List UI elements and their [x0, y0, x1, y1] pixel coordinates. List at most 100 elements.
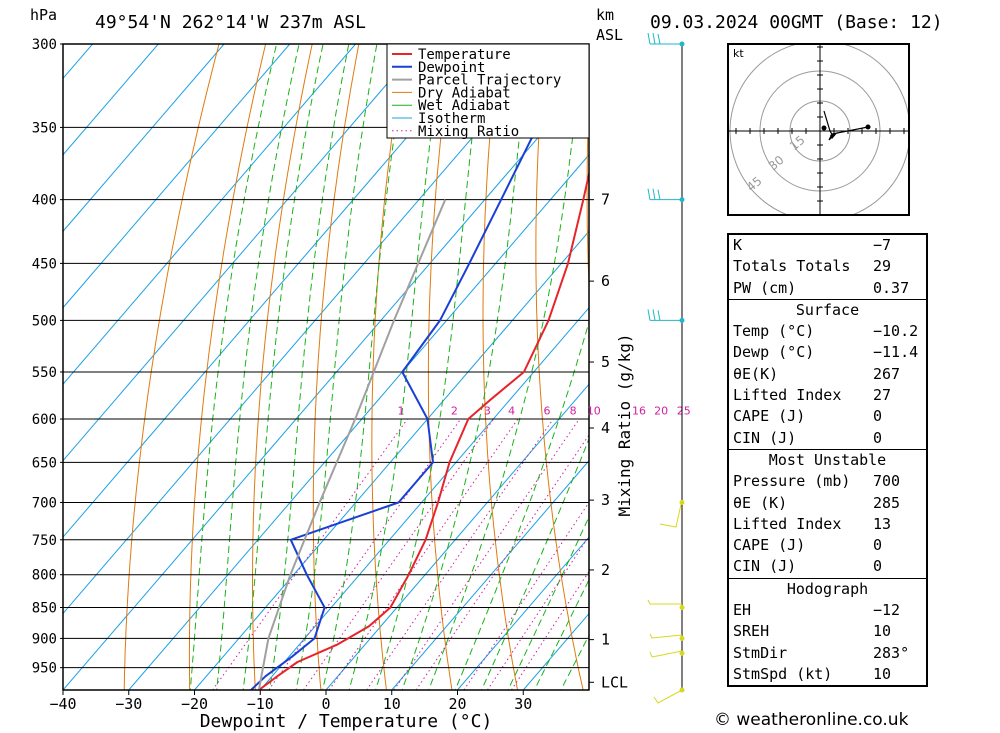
mu-cape-value: 0	[873, 536, 883, 555]
mixing-ratio-line	[486, 535, 589, 690]
hodograph-ring-label: 45	[744, 174, 765, 195]
height-unit-km: km	[596, 6, 614, 24]
mixing-ratio-value-label: 4	[508, 404, 515, 417]
dry-adiabat-line	[918, 44, 1000, 690]
dry-adiabat-line	[637, 44, 715, 690]
wet-adiabat-line	[454, 319, 589, 690]
sreh-label: SREH	[733, 622, 770, 641]
pressure-tick-label: 700	[32, 495, 57, 511]
mixing-ratio-value-label: 25	[677, 404, 691, 417]
pressure-tick-label: 800	[32, 568, 57, 584]
mixing-ratio-value-label: 2	[451, 404, 458, 417]
dry-adiabat-line	[965, 44, 1000, 690]
legend-label: Parcel Trajectory	[418, 73, 561, 89]
wind-barb	[649, 650, 683, 658]
temperature-tick-label: −30	[115, 695, 142, 713]
height-tick-label: 1	[601, 631, 610, 649]
wind-barb	[647, 188, 682, 201]
pressure-tick-label: 750	[32, 533, 57, 549]
pressure-unit-label: hPa	[30, 6, 57, 24]
dry-adiabat-line	[312, 44, 360, 690]
k-index-value: −7	[873, 236, 892, 254]
wind-barb	[647, 599, 682, 605]
mixing-ratio-value-label: 1	[397, 404, 404, 417]
hodograph-stats-title: Hodograph	[786, 579, 869, 598]
hodograph-ring-label: 30	[766, 153, 787, 174]
pressure-tick-label: 550	[32, 365, 57, 381]
mixing-ratio-value-label: 16	[632, 404, 646, 417]
isotherm-line	[63, 44, 554, 615]
surface-cape-value: 0	[873, 407, 883, 426]
isotherm-line	[194, 230, 589, 690]
height-tick-label: 3	[601, 491, 610, 509]
plot-border	[62, 43, 590, 691]
height-tick-label: 4	[601, 419, 610, 437]
mixing-ratio-axis-label: Mixing Ratio (g/kg)	[615, 333, 634, 516]
dewpoint-trace	[250, 44, 567, 690]
pressure-tick-label: 500	[32, 313, 57, 329]
isotherm-line	[63, 44, 356, 385]
legend-label: Temperature	[418, 47, 511, 63]
mixing-ratio-line	[268, 418, 462, 690]
surface-cape-label: CAPE (J)	[733, 407, 806, 426]
mixing-ratio-value-label: 8	[570, 404, 577, 417]
isotherm-line	[63, 77, 589, 690]
wet-adiabat-line	[481, 437, 589, 690]
mixing-ratio-line	[393, 418, 580, 690]
hodograph-end-dot	[865, 124, 871, 130]
mixing-ratio-line	[212, 418, 408, 690]
credit-link[interactable]: © weatheronline.co.uk	[714, 710, 909, 730]
location-title: 49°54'N 262°14'W 237m ASL	[95, 12, 366, 33]
mixing-ratio-value-label: 3	[484, 404, 491, 417]
mixing-ratio-value-label: 10	[587, 404, 601, 417]
surface-li-value: 27	[873, 386, 892, 405]
height-tick-label: 7	[601, 191, 610, 209]
mu-theta-label: θE (K)	[733, 493, 788, 512]
mu-pressure-label: Pressure (mb)	[733, 472, 851, 491]
legend-label: Dry Adiabat	[418, 85, 511, 101]
indices-panel: K −7 Totals Totals 29 PW (cm) 0.37 Surface …	[727, 233, 928, 688]
height-tick-label: 5	[601, 353, 610, 371]
temperature-tick-label: 0	[321, 695, 330, 713]
mu-pressure-value: 700	[873, 472, 901, 491]
surface-temp-value: −10.2	[873, 322, 919, 341]
profile-traces	[250, 44, 589, 690]
wet-adiabat-line	[375, 44, 484, 690]
isotherm-line	[325, 383, 589, 690]
pw-label: PW (cm)	[733, 278, 797, 297]
wind-barb	[653, 689, 683, 704]
dry-adiabat-line	[535, 44, 584, 690]
stmspd-label: StmSpd (kt)	[733, 664, 833, 683]
temperature-tick-label: −20	[181, 695, 208, 713]
mixing-ratio-line	[510, 570, 589, 690]
temperature-trace	[258, 169, 589, 690]
height-tick-label: 6	[601, 272, 610, 290]
dry-adiabat-line	[252, 44, 313, 690]
legend-box	[386, 43, 590, 139]
mixing-ratio-value-label: 20	[654, 404, 668, 417]
isotherm-line	[63, 44, 291, 309]
legend-label: Wet Adiabat	[418, 98, 511, 114]
mu-li-label: Lifted Index	[733, 514, 842, 533]
x-axis-label: Dewpoint / Temperature (°C)	[200, 711, 493, 732]
wet-adiabat-line	[189, 44, 278, 690]
pressure-tick-label: 350	[32, 120, 57, 136]
wet-adiabat-line	[428, 44, 584, 690]
wet-adiabat-line	[401, 44, 531, 690]
legend-label: Isotherm	[418, 111, 485, 127]
pressure-tick-label: 450	[32, 256, 57, 272]
dry-adiabat-line	[586, 87, 589, 295]
isotherm-line	[457, 536, 589, 690]
surface-cin-label: CIN (J)	[733, 428, 797, 447]
dry-adiabat-line	[123, 44, 220, 690]
surface-cin-value: 0	[873, 428, 883, 447]
wind-barb	[649, 633, 683, 639]
mu-cin-label: CIN (J)	[733, 557, 797, 576]
datetime-title: 09.03.2024 00GMT (Base: 12)	[650, 12, 943, 33]
stmdir-label: StmDir	[733, 643, 788, 662]
dry-adiabat-line	[482, 44, 518, 690]
parcel-trajectory-trace	[257, 199, 447, 690]
pressure-tick-label: 600	[32, 412, 57, 428]
